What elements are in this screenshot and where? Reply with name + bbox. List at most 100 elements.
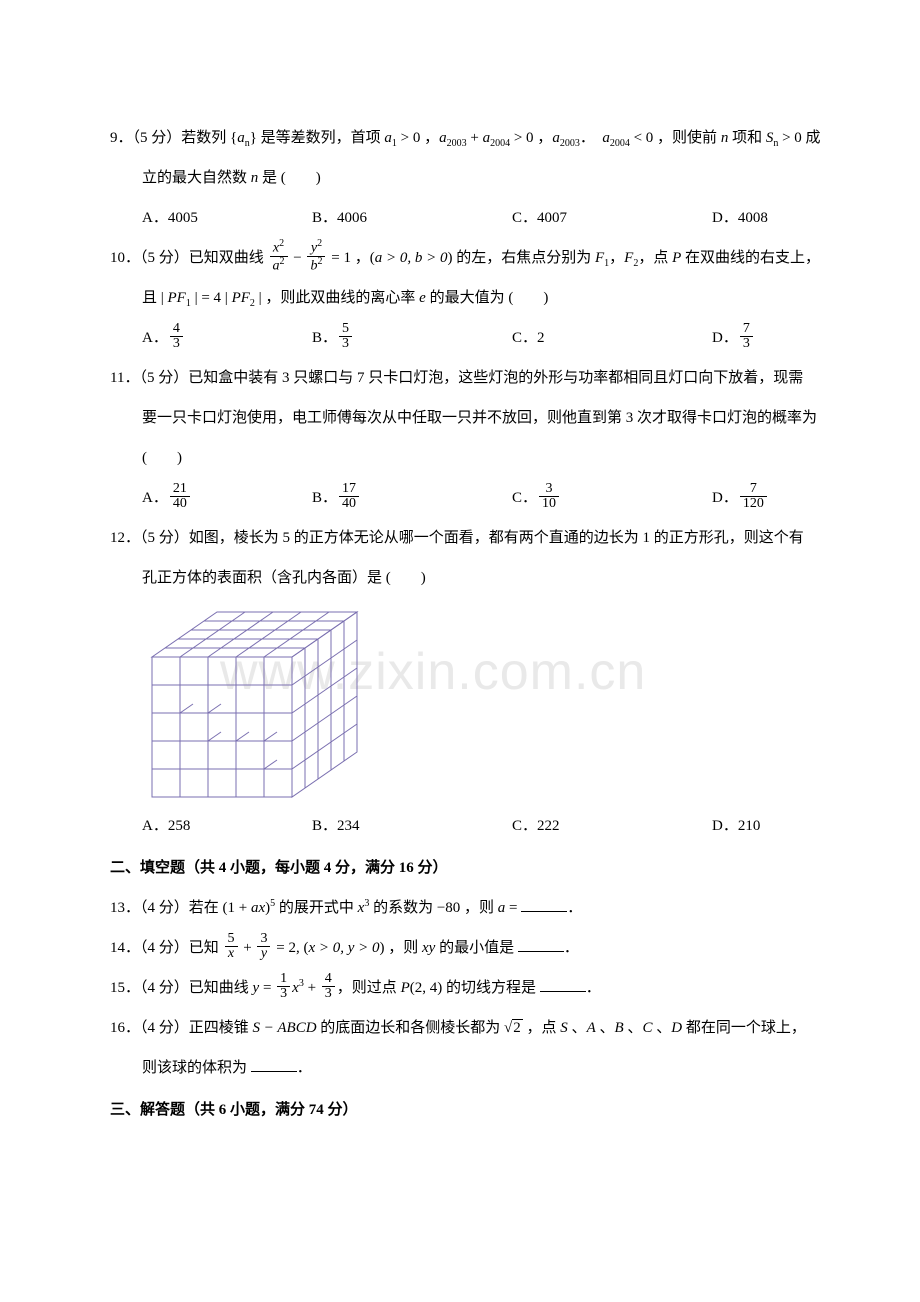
q11-cont: 要一只卡口灯泡使用，电工师傅每次从中任取一只并不放回，则他直到第 3 次才取得卡… [110, 400, 840, 436]
q16-D: D [671, 1020, 682, 1036]
q16-c: 则该球的体积为 [142, 1060, 251, 1076]
q10-t1: 10．（5 分）已知双曲线 [110, 250, 268, 266]
q10-Bn: 5 [339, 322, 352, 337]
q9-c2: 是 ( ) [258, 170, 321, 186]
q11-Bn: 17 [339, 482, 359, 497]
q13: 13．（4 分）若在 (1 + ax)5 的展开式中 x3 的系数为 −80 ，… [110, 890, 840, 926]
q12-A: A．258 [142, 808, 312, 844]
q10-F1: F [595, 250, 604, 266]
q14-eq: = 2, ( [272, 940, 308, 956]
q10-c1: 且 | [142, 290, 168, 306]
cube-icon [142, 602, 372, 802]
q16-tail: 都在同一个球上， [682, 1020, 806, 1036]
q9-dot: ． [580, 130, 588, 146]
q11-Dl: D． [712, 490, 738, 506]
q15-tail: 的切线方程是 [442, 980, 540, 996]
q11-stem: 11．（5 分）已知盒中装有 3 只螺口与 7 只卡口灯泡，这些灯泡的外形与功率… [110, 360, 840, 396]
q16-cont: 则该球的体积为 ． [110, 1050, 840, 1086]
q12-cont: 孔正方体的表面积（含孔内各面）是 ( ) [110, 560, 840, 596]
section-2-title: 二、填空题（共 4 小题，每小题 4 分，满分 16 分） [110, 850, 840, 886]
q11-Cd: 10 [539, 496, 559, 512]
q15-pt: (2, 4) [410, 980, 443, 996]
q9-a2003s: 2003 [447, 138, 467, 149]
q14-blank [518, 938, 564, 953]
q9-c1: 立的最大自然数 [142, 170, 251, 186]
q14-plus: + [240, 940, 256, 956]
section-3-title: 三、解答题（共 6 小题，满分 74 分） [110, 1092, 840, 1128]
q16-c3: 、 [624, 1020, 643, 1036]
q16-Sv: S [560, 1020, 568, 1036]
q15-plus: + [304, 980, 320, 996]
q9-plus: + [467, 130, 483, 146]
q10-cont: 且 | PF1 | = 4 | PF2 | ，则此双曲线的离心率 e 的最大值为… [110, 280, 840, 316]
q14-n2: 3 [257, 932, 270, 947]
q11-Dd: 120 [740, 496, 767, 512]
q9-an: a [237, 130, 245, 146]
q16-c1: 、 [568, 1020, 587, 1036]
q11-paren: ( ) [110, 440, 840, 476]
q14-cond: x > 0, y > 0 [308, 940, 379, 956]
q14-dot: ． [564, 940, 579, 956]
q10-D: D．73 [712, 320, 755, 356]
q16: 16．（4 分）正四棱锥 S − ABCD 的底面边长和各侧棱长都为 √2 ，点… [110, 1010, 840, 1046]
q13-t1: 13．（4 分）若在 (1 + [110, 900, 251, 916]
q16-dot: ． [297, 1060, 312, 1076]
q13-ax: ax [251, 900, 265, 916]
q10-cond: a > 0, b > 0 [375, 250, 448, 266]
q14-xy: xy [422, 940, 435, 956]
q9-cont: 立的最大自然数 n 是 ( ) [110, 160, 840, 196]
q10-F2: F [624, 250, 633, 266]
q16-blank [251, 1058, 297, 1073]
q9-a2004b: a [602, 130, 610, 146]
q9-a2003: a [439, 130, 447, 146]
q14-d1: x [225, 946, 238, 962]
q15-n2: 4 [322, 972, 335, 987]
q11-Bd: 40 [339, 496, 359, 512]
q16-B: B [615, 1020, 624, 1036]
q10-minus: − [290, 250, 306, 266]
q9-lt0: < 0 ，则使前 [630, 130, 721, 146]
q9-a2004: a [483, 130, 491, 146]
q9-A: A．4005 [142, 200, 312, 236]
sqrt-icon: √2 [504, 1010, 523, 1046]
q15-blank [540, 978, 586, 993]
q12-D: D．210 [712, 808, 760, 844]
q10-Bl: B． [312, 330, 337, 346]
q10-Dn: 7 [740, 322, 753, 337]
q10-P: P [672, 250, 681, 266]
q15-dot: ． [586, 980, 601, 996]
q11-D: D．7120 [712, 480, 769, 516]
q10-f1: x2a2 [270, 239, 288, 275]
q16-t1: 16．（4 分）正四棱锥 [110, 1020, 253, 1036]
q11-An: 21 [170, 482, 190, 497]
q9-tail2: > 0 成 [778, 130, 820, 146]
q10-c3: 的最大值为 ( ) [426, 290, 549, 306]
q12-stem: 12．（5 分）如图，棱长为 5 的正方体无论从哪一个面看，都有两个直通的边长为… [110, 520, 840, 556]
q14: 14．（4 分）已知 5x + 3y = 2, (x > 0, y > 0) ，… [110, 930, 840, 966]
q11-opts: A．2140 B．1740 C．310 D．7120 [110, 480, 840, 516]
q11-Dn: 7 [740, 482, 767, 497]
q11-Bl: B． [312, 490, 337, 506]
q10-e: e [419, 290, 426, 306]
q9-a2004s: 2004 [490, 138, 510, 149]
q9-a2003bs: 2003 [560, 138, 580, 149]
q15-P: P [401, 980, 410, 996]
q16-rt: 2 [512, 1019, 523, 1036]
q10-stem: 10．（5 分）已知双曲线 x2a2 − y2b2 = 1 ，(a > 0, b… [110, 240, 840, 276]
q13-eq: = [505, 900, 521, 916]
q15-d2: 3 [322, 986, 335, 1002]
q15-t1: 15．（4 分）已知曲线 [110, 980, 253, 996]
q10-B: B．53 [312, 320, 512, 356]
q9-C: C．4007 [512, 200, 712, 236]
q16-mid2: ，点 [523, 1020, 561, 1036]
q15-eq: = [259, 980, 275, 996]
q10-t3: ，点 [638, 250, 672, 266]
q9-tail: 项和 [728, 130, 766, 146]
q9-t1: 9．（5 分）若数列 { [110, 130, 237, 146]
q9-a2003b: a [552, 130, 560, 146]
q9-D: D．4008 [712, 200, 768, 236]
q10-A: A．43 [142, 320, 312, 356]
q16-S: S − ABCD [253, 1020, 317, 1036]
q13-blank [521, 898, 567, 913]
q9-gt0b: > 0 ， [510, 130, 552, 146]
